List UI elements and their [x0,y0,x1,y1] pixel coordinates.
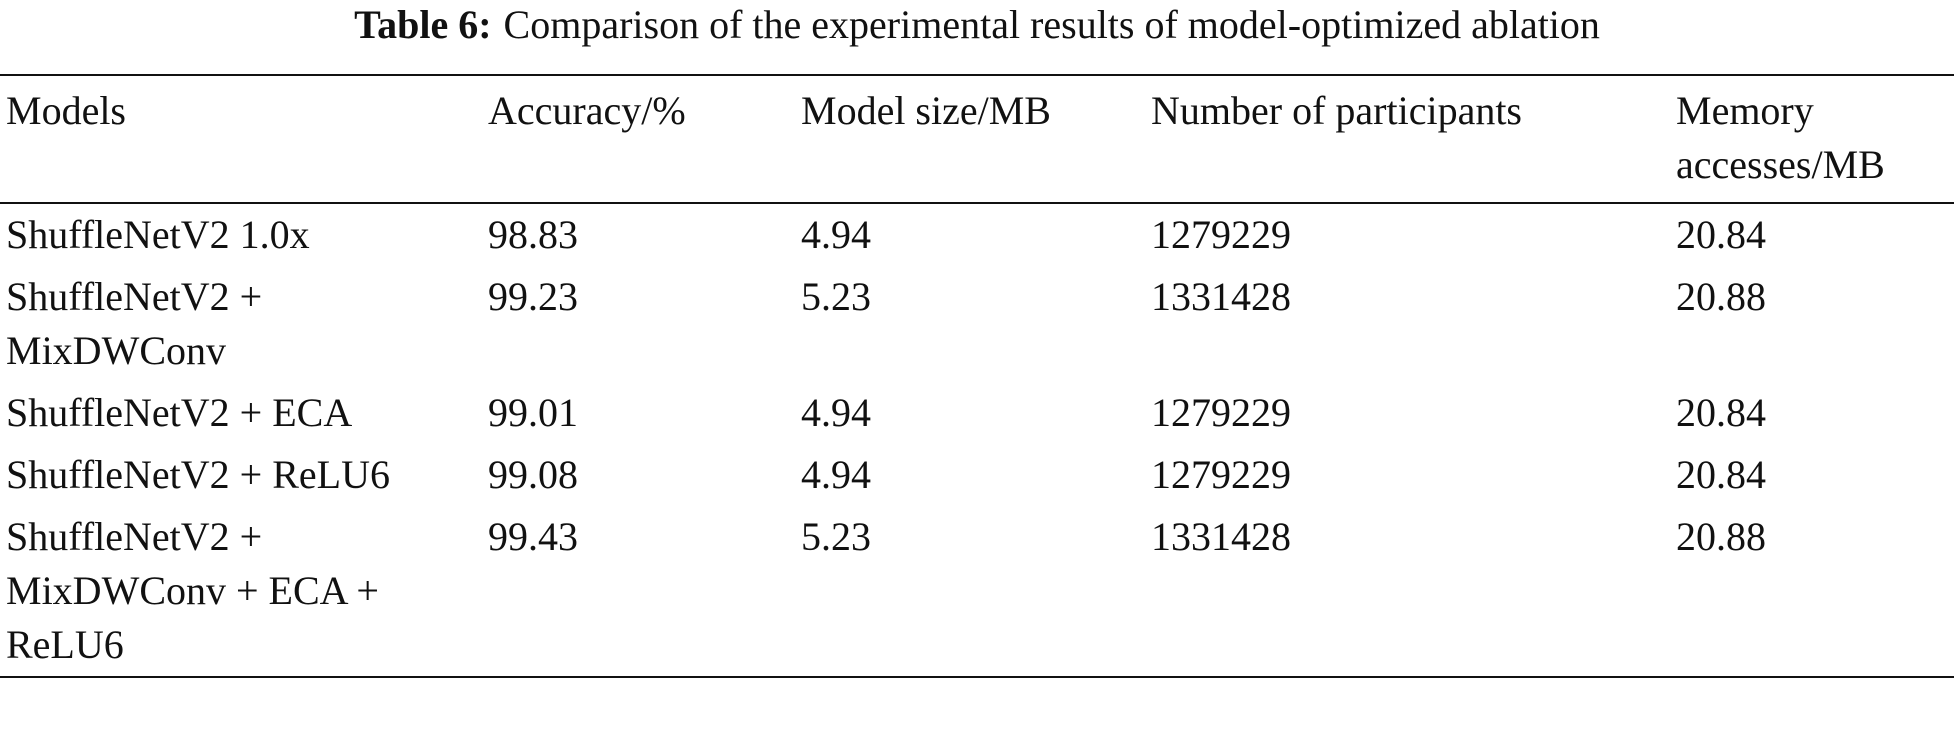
header-cell: Models [6,88,126,133]
caption-text: Comparison of the experimental results o… [503,2,1600,47]
table-row: ShuffleNetV2 + ReLU6 99.08 4.94 1279229 20.8… [0,444,1954,506]
table-cell: ShuffleNetV2 1.0x [6,212,310,257]
table-row: ShuffleNetV2 1.0x 98.83 4.94 1279229 20.84 [0,203,1954,266]
table-row: ShuffleNetV2 + MixDWConv + ECA + ReLU6 99… [0,506,1954,677]
table-row: ShuffleNetV2 + MixDWConv 99.23 5.23 1331428… [0,266,1954,382]
table-cell: 20.88 [1676,514,1766,559]
table-cell: 20.84 [1676,390,1766,435]
table-header: Models Accuracy/% Model size/MB Number of p… [0,75,1954,203]
header-cell: Model size/MB [801,88,1051,133]
caption-label: Table 6: [354,2,492,47]
table-cell: 4.94 [801,452,871,497]
table-cell: ShuffleNetV2 + MixDWConv [6,274,263,373]
table-cell: 1331428 [1151,274,1291,319]
table-cell: ShuffleNetV2 + MixDWConv + ECA + ReLU6 [6,514,379,667]
table-cell: 1331428 [1151,514,1291,559]
table-cell: 99.23 [488,274,578,319]
header-row: Models Accuracy/% Model size/MB Number of p… [0,75,1954,203]
header-cell: Number of participants [1151,88,1522,133]
table-cell: 1279229 [1151,452,1291,497]
table-cell: 20.84 [1676,212,1766,257]
table-cell: 4.94 [801,390,871,435]
table-cell: ShuffleNetV2 + ECA [6,390,353,435]
table-cell: 98.83 [488,212,578,257]
table-cell: 20.84 [1676,452,1766,497]
table-cell: 4.94 [801,212,871,257]
table-cell: 99.08 [488,452,578,497]
table-cell: 20.88 [1676,274,1766,319]
table-cell: 5.23 [801,514,871,559]
results-table: Models Accuracy/% Model size/MB Number of p… [0,74,1954,678]
table-cell: 99.01 [488,390,578,435]
table-cell: 1279229 [1151,212,1291,257]
table-cell: 1279229 [1151,390,1291,435]
table-row: ShuffleNetV2 + ECA 99.01 4.94 1279229 20.84 [0,382,1954,444]
table-body: ShuffleNetV2 1.0x 98.83 4.94 1279229 20.84 Sh… [0,203,1954,677]
header-cell: Memory accesses/MB [1676,88,1885,187]
table-cell: ShuffleNetV2 + ReLU6 [6,452,390,497]
table-caption: Table 6: Comparison of the experimental r… [0,0,1954,50]
table-cell: 99.43 [488,514,578,559]
table-cell: 5.23 [801,274,871,319]
header-cell: Accuracy/% [488,88,686,133]
